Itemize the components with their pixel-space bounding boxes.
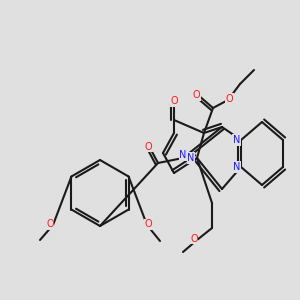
Text: N: N: [179, 150, 187, 160]
Text: O: O: [145, 219, 152, 230]
Text: N: N: [233, 135, 240, 145]
Text: N: N: [233, 162, 240, 172]
Text: O: O: [193, 90, 200, 100]
Text: O: O: [190, 233, 198, 244]
Text: O: O: [145, 142, 152, 152]
Text: N: N: [187, 153, 195, 163]
Text: O: O: [170, 96, 178, 106]
Text: O: O: [226, 94, 233, 103]
Text: O: O: [46, 219, 54, 230]
